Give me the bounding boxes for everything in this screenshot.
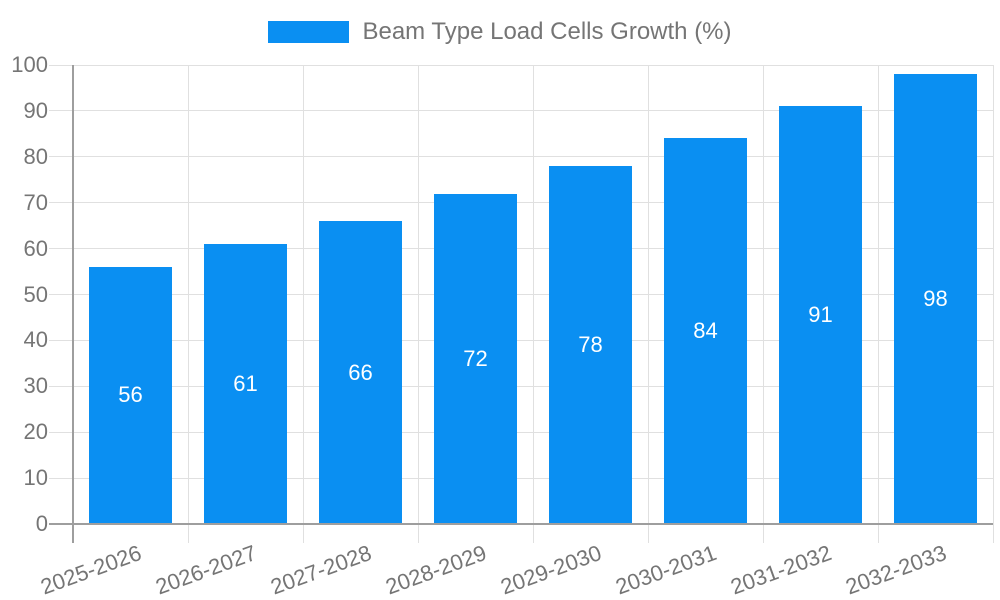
x-gridline xyxy=(763,65,764,543)
y-axis-tick-label: 0 xyxy=(35,511,48,536)
x-gridline xyxy=(303,65,304,543)
bar-value-label: 84 xyxy=(693,318,718,344)
y-axis-tick-label: 90 xyxy=(23,97,48,123)
x-gridline xyxy=(878,65,879,543)
y-gridline xyxy=(49,64,993,66)
bar-2025-2026[interactable]: 56 xyxy=(89,266,172,524)
y-axis-tick-label: 40 xyxy=(23,327,48,353)
y-gridline xyxy=(49,202,993,204)
y-axis-line xyxy=(72,65,74,543)
chart-legend[interactable]: Beam Type Load Cells Growth (%) xyxy=(0,19,1000,45)
bar-2028-2029[interactable]: 72 xyxy=(434,193,517,524)
y-gridline xyxy=(49,110,993,112)
bar-2027-2028[interactable]: 66 xyxy=(319,221,402,524)
x-axis-tick-label: 2032-2033 xyxy=(842,540,951,600)
y-gridline xyxy=(49,248,993,250)
y-gridline xyxy=(49,431,993,433)
x-gridline xyxy=(533,65,534,543)
x-axis-tick-label: 2030-2031 xyxy=(612,540,721,600)
bar-value-label: 78 xyxy=(578,331,603,357)
bar-value-label: 66 xyxy=(348,359,373,385)
x-axis-tick-label: 2031-2032 xyxy=(727,540,836,600)
y-axis-tick-label: 60 xyxy=(23,235,48,261)
y-axis-tick-label: 30 xyxy=(23,373,48,399)
x-gridline xyxy=(418,65,419,543)
bar-value-label: 72 xyxy=(463,345,488,371)
legend-label: Beam Type Load Cells Growth (%) xyxy=(362,18,732,45)
x-axis-tick-label: 2025-2026 xyxy=(37,540,146,600)
y-axis-tick-label: 80 xyxy=(23,143,48,169)
bar-value-label: 91 xyxy=(808,302,833,328)
x-axis-tick-label: 2026-2027 xyxy=(152,540,261,600)
x-gridline xyxy=(993,65,994,543)
x-axis-tick-label: 2029-2030 xyxy=(497,540,606,600)
y-axis-tick-label: 70 xyxy=(23,189,48,215)
y-gridline xyxy=(49,156,993,158)
bar-2026-2027[interactable]: 61 xyxy=(204,244,287,524)
y-axis-tick-label: 50 xyxy=(23,281,48,307)
x-gridline xyxy=(188,65,189,543)
x-axis-tick-label: 2027-2028 xyxy=(267,540,376,600)
bar-value-label: 56 xyxy=(118,382,143,408)
y-axis-tick-label: 100 xyxy=(11,52,48,77)
bar-2031-2032[interactable]: 91 xyxy=(779,106,862,524)
y-axis-tick-label: 10 xyxy=(23,465,48,491)
bar-2029-2030[interactable]: 78 xyxy=(549,165,632,524)
y-axis-tick-label: 20 xyxy=(23,419,48,445)
x-axis-tick-label: 2028-2029 xyxy=(382,540,491,600)
bar-2032-2033[interactable]: 98 xyxy=(894,74,977,524)
bar-2030-2031[interactable]: 84 xyxy=(664,138,747,524)
y-gridline xyxy=(49,339,993,341)
x-axis-line xyxy=(49,523,993,525)
legend-swatch xyxy=(268,21,350,43)
x-gridline xyxy=(648,65,649,543)
y-gridline xyxy=(49,477,993,479)
bar-value-label: 98 xyxy=(923,286,948,312)
y-gridline xyxy=(49,294,993,295)
bar-value-label: 61 xyxy=(233,370,258,396)
y-gridline xyxy=(49,385,993,387)
